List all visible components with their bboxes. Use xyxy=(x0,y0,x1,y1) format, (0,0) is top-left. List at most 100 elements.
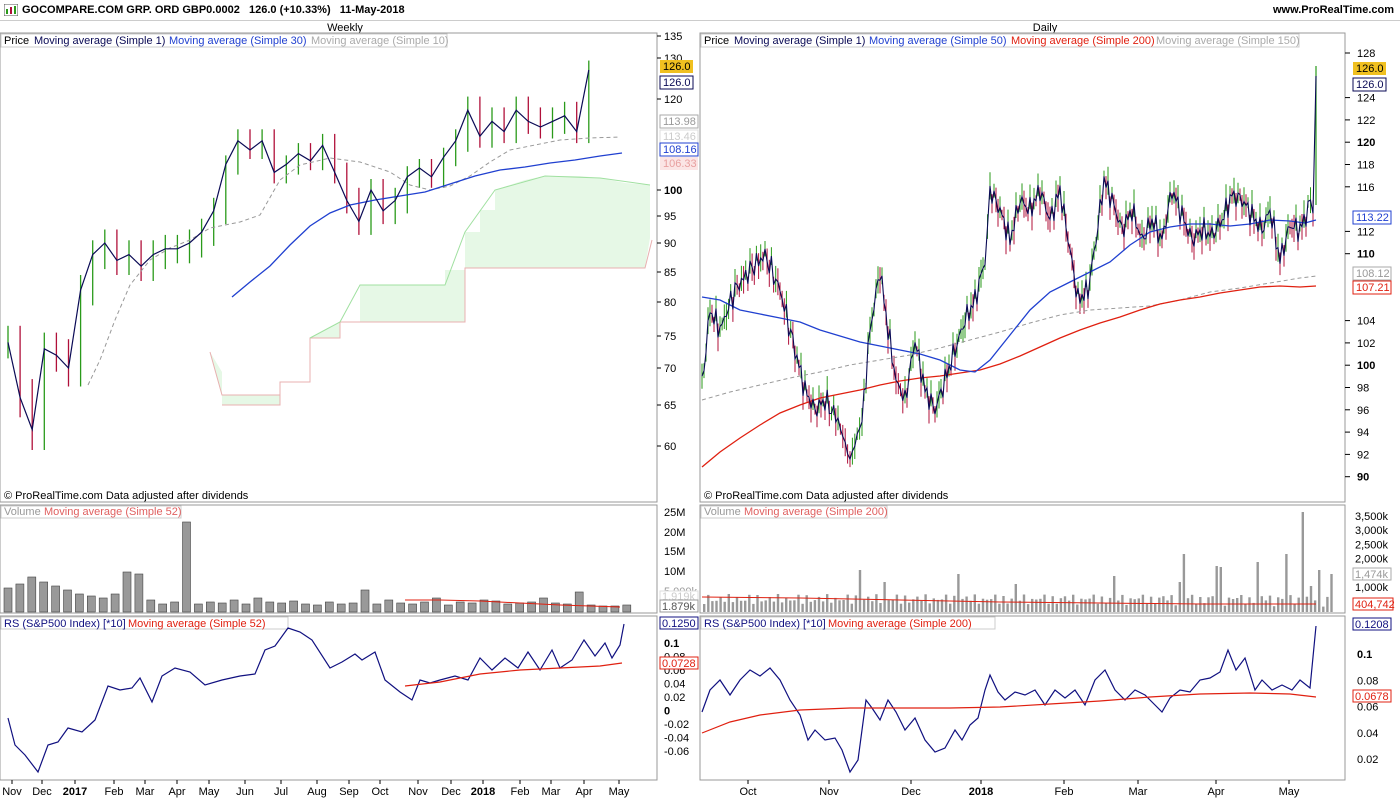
legend-ma50: Moving average (Simple 50) xyxy=(869,35,1007,47)
volume-bar xyxy=(1231,599,1235,612)
daily-copyright: © ProRealTime.com Data adjusted after di… xyxy=(704,490,949,502)
volume-bar xyxy=(1248,597,1251,612)
volume-bar xyxy=(1072,594,1075,612)
daily-price-panel[interactable] xyxy=(699,32,1346,503)
volume-bar xyxy=(1084,599,1087,612)
volume-bar xyxy=(217,602,227,613)
legend-volume-ma: Moving average (Simple 52) xyxy=(44,506,182,518)
rs-tick-label: 0.1 xyxy=(1357,649,1372,661)
site-link[interactable]: www.ProRealTime.com xyxy=(1272,4,1394,16)
volume-bar xyxy=(1088,598,1091,612)
daily-volume-panel[interactable] xyxy=(699,504,1346,614)
volume-bar xyxy=(944,594,948,612)
volume-bar xyxy=(443,604,453,613)
volume-bar xyxy=(1166,600,1169,612)
volume-tick-label: 25M xyxy=(664,507,685,519)
weekly-rs-axis: 0.10.080.060.040.020-0.02-0.04-0.06 xyxy=(664,638,689,758)
volume-bar xyxy=(981,598,985,612)
volume-bar xyxy=(1203,603,1206,612)
volume-bar xyxy=(1236,598,1239,612)
volume-bar xyxy=(821,601,825,612)
volume-bar xyxy=(1158,597,1161,612)
legend-ma1: Moving average (Simple 1) xyxy=(34,35,165,47)
volume-bar xyxy=(1133,599,1136,612)
volume-bar xyxy=(122,571,132,613)
volume-bar xyxy=(985,599,989,612)
time-tick-label: 2017 xyxy=(63,786,87,798)
volume-bar xyxy=(744,600,747,612)
daily-time-axis: Oct Nov Dec 2018 Feb Mar Apr May xyxy=(739,780,1300,798)
volume-bar xyxy=(772,601,776,612)
volume-bar xyxy=(719,597,722,612)
volume-bar xyxy=(432,597,441,613)
weekly-rs-ma-value: 0.0728 xyxy=(662,658,696,670)
volume-bar xyxy=(879,603,882,612)
weekly-ma1-line xyxy=(7,69,590,432)
volume-bar xyxy=(1244,604,1247,612)
daily-ma200-value: 107.21 xyxy=(1356,282,1390,294)
weekly-volume-axis: 25M20M15M10M5,000k xyxy=(664,507,698,598)
price-tick-label: 92 xyxy=(1357,449,1369,461)
volume-bar xyxy=(1272,606,1276,612)
volume-bar xyxy=(610,605,620,613)
daily-label: Daily xyxy=(1033,22,1058,34)
volume-bar xyxy=(793,600,796,612)
weekly-cloud-edge-a xyxy=(279,239,653,405)
volume-bar xyxy=(134,573,144,613)
volume-bar xyxy=(1043,594,1046,612)
volume-bar xyxy=(780,602,784,612)
time-tick-label: Nov xyxy=(408,786,428,798)
weekly-rs-line xyxy=(7,623,625,774)
volume-bar xyxy=(1313,600,1317,612)
weekly-price-panel[interactable] xyxy=(0,32,658,503)
volume-bar xyxy=(170,601,179,613)
volume-bar xyxy=(1195,603,1198,612)
price-tick-label: 110 xyxy=(1357,249,1375,261)
volume-tick-label: 1,000k xyxy=(1355,582,1389,594)
daily-rs-last: 0.1208 xyxy=(1355,619,1389,631)
volume-bar xyxy=(776,594,780,612)
price-tick-label: 70 xyxy=(664,363,676,375)
volume-bar xyxy=(1014,584,1017,612)
weekly-volume-legend: Volume Moving average (Simple 52) xyxy=(0,505,182,519)
volume-bar xyxy=(932,598,935,612)
daily-price-axis: 128 124 122 120 118 116 112 110 104 102 100 98 96 94 9… xyxy=(1345,48,1375,484)
weekly-label: Weekly xyxy=(327,22,363,34)
daily-last-price: 126.0 xyxy=(1356,63,1384,75)
volume-bar xyxy=(491,600,501,613)
weekly-volume-panel[interactable] xyxy=(0,504,658,614)
legend-ma30: Moving average (Simple 30) xyxy=(169,35,307,47)
legend-rs-ma: Moving average (Simple 52) xyxy=(128,618,266,630)
volume-bar xyxy=(965,596,968,612)
weekly-cloud-value: 106.33 xyxy=(663,158,697,170)
weekly-price-legend: Price Moving average (Simple 1) Moving a… xyxy=(0,33,449,48)
weekly-copyright: © ProRealTime.com Data adjusted after di… xyxy=(4,490,249,502)
time-tick-label: Oct xyxy=(371,786,388,798)
price-tick-label: 90 xyxy=(1357,472,1369,484)
price-tick-label: 60 xyxy=(664,441,676,453)
volume-bar xyxy=(51,585,60,613)
volume-bar xyxy=(1145,603,1149,612)
volume-bar xyxy=(1293,604,1296,612)
volume-bar xyxy=(515,602,525,613)
volume-bar xyxy=(813,600,817,612)
volume-bar xyxy=(551,602,560,613)
price-tick-label: 90 xyxy=(664,238,676,250)
volume-bar xyxy=(1281,598,1284,612)
volume-bar xyxy=(707,594,710,612)
volume-bar xyxy=(253,597,263,613)
weekly-price-bars xyxy=(7,60,590,450)
volume-bar xyxy=(895,594,899,612)
daily-rs-panel[interactable] xyxy=(699,615,1346,781)
time-tick-label: Nov xyxy=(2,786,22,798)
weekly-volume-value-labels: 1,919k 1.879k xyxy=(659,590,699,613)
weekly-rs-panel[interactable] xyxy=(0,615,658,781)
price-tick-label: 104 xyxy=(1357,316,1375,328)
volume-bar xyxy=(63,589,72,613)
volume-bar xyxy=(420,601,429,613)
legend-ma1: Moving average (Simple 1) xyxy=(734,35,865,47)
time-tick-label: Mar xyxy=(136,786,155,798)
volume-bar xyxy=(969,600,972,612)
volume-bar xyxy=(764,600,767,612)
